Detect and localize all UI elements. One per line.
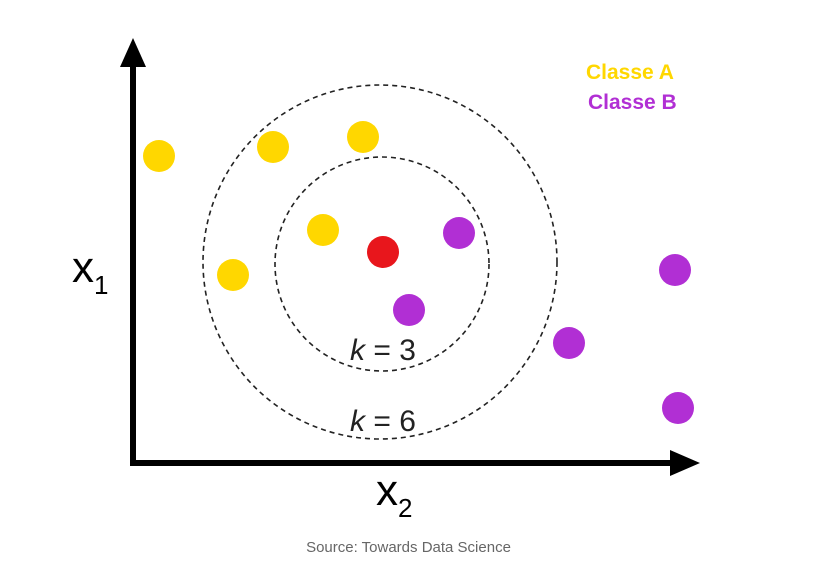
legend-classe-a: Classe A <box>586 61 674 84</box>
class-b-point <box>443 217 475 249</box>
x-axis-label-subscript: 2 <box>398 493 412 523</box>
x-axis-label-main: x <box>376 466 398 515</box>
class-b-points <box>393 217 694 424</box>
class-b-point <box>553 327 585 359</box>
class-a-points <box>143 121 379 291</box>
class-b-point <box>393 294 425 326</box>
class-b-point <box>662 392 694 424</box>
knn-diagram: x1 x2 k = 3 k = 6 Classe A Classe B <box>72 38 700 523</box>
y-axis-arrowhead <box>120 38 146 67</box>
class-a-point <box>143 140 175 172</box>
y-axis-label: x1 <box>72 243 108 300</box>
class-b-point <box>659 254 691 286</box>
k6-label: k = 6 <box>350 405 416 438</box>
class-a-point <box>347 121 379 153</box>
caption: Source: Towards Data Science <box>306 539 511 556</box>
y-axis-label-subscript: 1 <box>94 270 108 300</box>
neighborhood-k3-circle <box>274 156 490 372</box>
query-point <box>367 236 399 268</box>
k3-label-k: k <box>350 334 367 367</box>
k6-label-value: = 6 <box>365 405 416 438</box>
legend: Classe A Classe B <box>586 61 677 114</box>
k3-label: k = 3 <box>350 334 416 367</box>
x-axis-arrowhead <box>670 450 700 476</box>
neighborhood-k6-circle <box>202 84 558 440</box>
class-a-point <box>257 131 289 163</box>
class-a-point <box>307 214 339 246</box>
axes <box>120 38 700 476</box>
k6-label-k: k <box>350 405 367 438</box>
y-axis-label-main: x <box>72 243 94 292</box>
legend-classe-b: Classe B <box>588 91 677 114</box>
class-a-point <box>217 259 249 291</box>
k3-label-value: = 3 <box>365 334 416 367</box>
x-axis-label: x2 <box>376 466 412 523</box>
